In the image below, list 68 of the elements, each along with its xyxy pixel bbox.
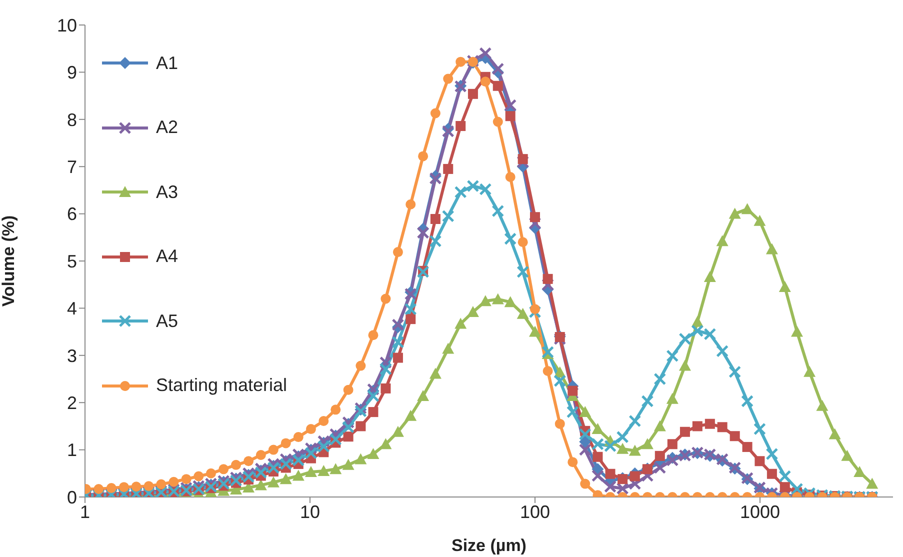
- y-tick-label: 0: [66, 487, 77, 508]
- point: [529, 326, 542, 337]
- legend-label: A3: [156, 182, 178, 203]
- y-tick-label: 5: [66, 251, 77, 272]
- point: [280, 473, 292, 484]
- x-axis-title: Size (µm): [452, 536, 526, 555]
- point: [404, 410, 417, 421]
- point: [754, 214, 766, 226]
- point: [866, 478, 878, 489]
- point: [766, 243, 778, 254]
- point: [516, 308, 529, 319]
- point: [342, 458, 354, 470]
- point: [592, 423, 604, 434]
- point: [429, 368, 442, 379]
- y-tick-label: 9: [66, 62, 77, 83]
- point: [579, 436, 592, 448]
- point: [454, 318, 467, 329]
- y-tick-label: 10: [56, 15, 77, 36]
- point: [392, 426, 404, 437]
- point: [267, 476, 280, 488]
- y-tick-label: 6: [66, 204, 77, 224]
- point: [816, 400, 828, 411]
- point: [466, 306, 479, 317]
- point: [841, 450, 854, 461]
- point: [728, 208, 741, 219]
- point: [492, 293, 504, 304]
- point: [666, 392, 678, 404]
- point: [579, 406, 592, 418]
- legend-label: A1: [156, 52, 178, 74]
- legend-label: Starting material: [156, 375, 288, 396]
- point: [304, 466, 317, 477]
- point: [716, 235, 728, 246]
- point: [367, 448, 380, 460]
- point: [654, 420, 666, 432]
- point: [616, 442, 629, 454]
- point: [254, 479, 267, 490]
- point: [778, 280, 791, 292]
- x-tick-label: 100: [520, 502, 550, 522]
- legend-label: A2: [156, 117, 178, 138]
- point: [417, 390, 430, 401]
- point: [442, 342, 454, 354]
- point: [292, 470, 304, 481]
- x-tick-label: 1: [80, 502, 90, 522]
- y-tick-label: 2: [66, 392, 77, 413]
- point: [741, 203, 754, 214]
- y-tick-label: 7: [66, 156, 77, 177]
- legend-label: A4: [156, 246, 178, 268]
- x-tick-label: 1000: [740, 502, 780, 522]
- point: [804, 366, 816, 377]
- point: [628, 444, 641, 456]
- y-tick-label: 3: [66, 346, 77, 366]
- point: [641, 438, 654, 450]
- point: [678, 360, 691, 371]
- point: [330, 463, 342, 474]
- point: [318, 465, 330, 476]
- point: [828, 428, 841, 440]
- y-axis-title: Volume (%): [0, 215, 18, 307]
- y-tick-label: 8: [66, 110, 77, 130]
- point: [704, 271, 716, 282]
- point: [354, 453, 367, 464]
- legend-label: A5: [156, 310, 178, 332]
- point: [854, 466, 866, 477]
- y-tick-label: 1: [66, 440, 77, 460]
- x-tick-label: 10: [300, 502, 320, 522]
- point: [790, 326, 803, 337]
- y-tick-label: 4: [66, 298, 77, 319]
- point: [479, 295, 492, 306]
- point: [504, 296, 516, 308]
